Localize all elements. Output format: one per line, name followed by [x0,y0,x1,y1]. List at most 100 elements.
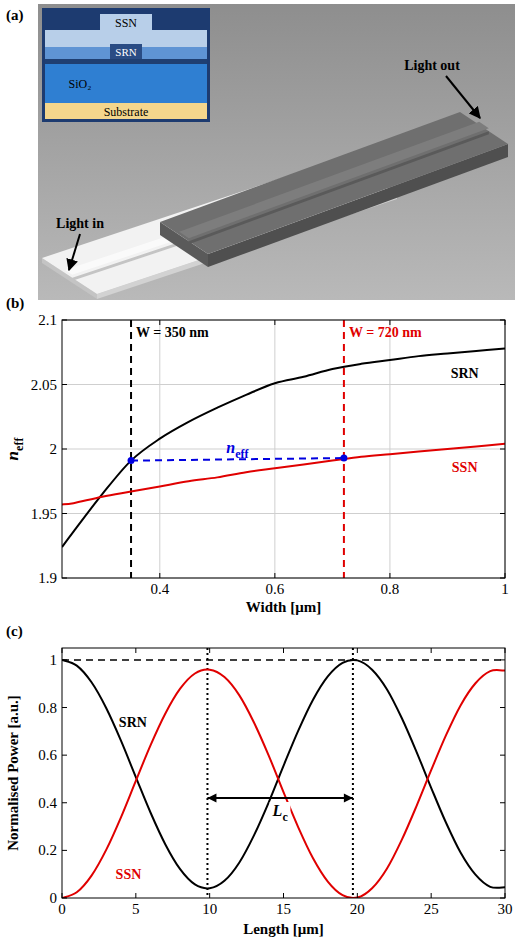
tick [505,320,506,325]
series-line [62,670,505,898]
plot-bg [62,320,505,578]
tick [431,648,432,653]
label-main: L [272,802,283,819]
inset: SSNSRNSiO₂Substrate [42,8,210,122]
tick-label: 1 [501,581,509,597]
tick [500,659,505,660]
tick-label: 25 [424,901,439,917]
figure: SSNSRNSiO₂SubstrateLight inLight out(a)0… [0,0,520,941]
tick [62,659,67,660]
tick [505,573,506,578]
tick-label: 10 [202,901,217,917]
layer-thin [45,59,207,64]
tick [62,578,67,579]
layer-sio2 [45,64,207,103]
label: Substrate [104,105,149,119]
tick [500,449,505,450]
tick-label: 2 [50,441,58,457]
tick [159,573,160,578]
tick-label: 0.8 [381,581,400,597]
tick [505,893,506,898]
label-subscript: eff [235,447,249,461]
plot-bg [62,648,505,898]
tick [62,893,63,898]
annotation: neff [226,439,249,461]
arrowhead [344,794,353,803]
tick [62,850,67,851]
series-label: SSN [452,460,478,475]
tick [389,573,390,578]
tick-label: 1.9 [38,570,57,586]
series-label: SRN [451,366,479,381]
label: SRN [115,46,136,58]
label: (a) [6,7,24,24]
tick-label: 0.6 [265,581,284,597]
background [38,4,515,300]
plot-area [62,648,505,898]
tick [62,320,67,321]
plot-frame [62,320,505,578]
series-line [62,660,505,888]
series-label: SSN [116,867,142,882]
ridge-top [179,122,489,238]
panel-label: (b) [6,295,24,312]
tick [500,513,505,514]
tick [209,893,210,898]
tick-label: 0.4 [38,795,57,811]
tick-label: 0.2 [38,842,57,858]
tick [62,384,67,385]
tick [500,707,505,708]
grid-line [62,384,505,385]
tick [135,893,136,898]
label-main: n [226,439,235,456]
tick [62,898,67,899]
layer-substrate [45,103,207,119]
tick [62,449,67,450]
ssn-ridge [100,14,152,30]
panel-a: SSNSRNSiO₂SubstrateLight inLight out [38,4,515,300]
tick [500,802,505,803]
tick [283,648,284,653]
tick-label: 5 [132,901,140,917]
reference-line [62,659,505,661]
layer-cladding [45,47,207,59]
label-subscript: eff [12,437,26,451]
tick [500,320,505,321]
tick-label: 1 [50,652,58,668]
tick [62,755,67,756]
arrowhead [207,794,216,803]
chart: 05101520253000.20.40.60.81Length [μm]Nor… [5,648,513,937]
tick [500,850,505,851]
arrow [446,76,480,118]
tick [62,513,67,514]
reference-line [343,320,345,578]
span-point [340,455,347,462]
tick-label: 1.95 [31,506,57,522]
tick-label: 15 [276,901,291,917]
tick-label: 0 [50,890,58,906]
axis-title: neff [3,437,26,461]
annotation: W = 350 nm [136,325,209,340]
tick [62,648,63,653]
plot-area [62,320,505,578]
series-line [62,348,505,547]
srn-core [110,44,142,59]
series-line [62,444,505,505]
tick [209,648,210,653]
ridge-side [189,131,489,244]
tick [500,578,505,579]
arrow [69,234,80,270]
plot-frame [62,648,505,898]
tick-label: 0.8 [38,700,57,716]
grid-line [62,513,505,514]
tick [500,755,505,756]
tick [431,893,432,898]
label: Light in [56,216,104,231]
tick-label: 2.1 [38,312,57,328]
label-subscript: c [282,810,288,824]
tick [62,707,67,708]
reference-line [352,648,354,898]
series-label: SRN [119,715,147,730]
axis-title: Normalised Power [a.u.] [5,695,21,851]
tick [274,320,275,325]
